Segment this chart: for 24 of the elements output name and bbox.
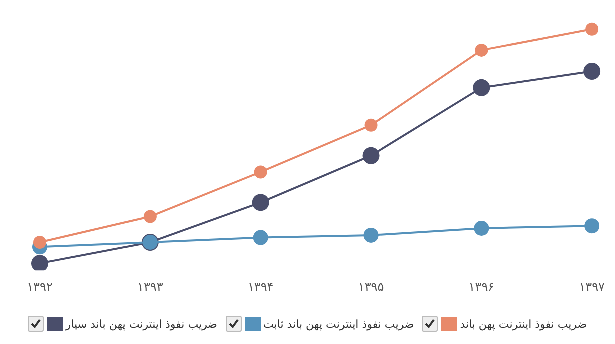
legend-label: ضریب نفوذ اینترنت پهن باند	[460, 318, 588, 330]
point	[584, 63, 601, 80]
point	[364, 228, 379, 243]
x-tick-label: ۱۳۹۳	[138, 280, 164, 294]
x-tick-label: ۱۳۹۶	[468, 280, 495, 294]
point	[475, 44, 488, 57]
legend-label: ضریب نفوذ اینترنت پهن باند سیار	[66, 318, 218, 330]
x-tick-label: ۱۳۹۴	[248, 280, 274, 294]
x-tick-label: ۱۳۹۲	[27, 280, 53, 294]
point	[253, 230, 268, 246]
point	[32, 255, 48, 271]
point	[144, 210, 157, 224]
point	[34, 236, 46, 249]
point	[584, 218, 600, 234]
point	[252, 194, 270, 212]
point	[473, 79, 490, 96]
point	[362, 147, 380, 164]
x-tick-label: ۱۳۹۷	[579, 280, 606, 294]
legend-label: ضریب نفوذ اینترنت پهن باند ثابت	[264, 318, 414, 330]
point	[474, 220, 490, 236]
point	[254, 166, 268, 179]
point	[364, 118, 378, 132]
point	[586, 22, 599, 36]
x-tick-label: ۱۳۹۵	[358, 280, 384, 294]
